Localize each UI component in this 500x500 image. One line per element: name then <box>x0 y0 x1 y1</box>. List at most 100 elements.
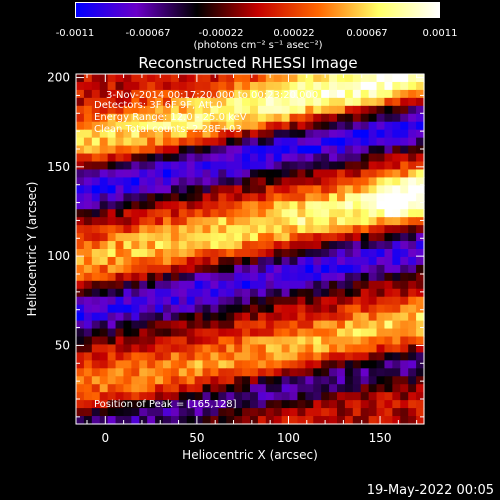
heatmap-cell <box>107 201 117 210</box>
heatmap-cell <box>281 153 291 163</box>
heatmap-cell <box>218 137 227 147</box>
heatmap-cell <box>329 89 338 99</box>
heatmap-cell <box>416 392 425 401</box>
heatmap-cell <box>131 249 140 258</box>
heatmap-cell <box>123 328 132 338</box>
heatmap-cell <box>250 121 259 131</box>
heatmap-cell <box>297 209 306 218</box>
heatmap-cell <box>163 129 172 139</box>
heatmap-cell <box>83 400 93 409</box>
heatmap-cell <box>352 408 362 417</box>
heatmap-cell <box>76 74 85 83</box>
heatmap-cell <box>376 89 386 99</box>
heatmap-cell <box>257 97 267 107</box>
heatmap-cell <box>344 368 354 377</box>
heatmap-cell <box>123 280 132 290</box>
heatmap-cell <box>99 177 109 186</box>
heatmap-cell <box>360 296 370 306</box>
heatmap-cell <box>107 416 117 425</box>
heatmap-cell <box>139 145 148 155</box>
x-tick-label: 0 <box>101 431 109 445</box>
heatmap-cell <box>163 328 172 338</box>
heatmap-cell <box>368 193 378 202</box>
heatmap-cell <box>368 74 378 83</box>
heatmap-cell <box>170 416 180 425</box>
heatmap-cell <box>226 368 235 377</box>
heatmap-cell <box>408 169 417 178</box>
heatmap-cell <box>352 264 362 274</box>
heatmap-cell <box>344 416 354 425</box>
heatmap-cell <box>115 249 125 258</box>
heatmap-cell <box>163 288 172 298</box>
heatmap-cell <box>392 233 401 242</box>
heatmap-cell <box>352 392 362 401</box>
heatmap-cell <box>257 177 267 186</box>
heatmap-cell <box>242 256 251 266</box>
heatmap-cell <box>107 121 117 131</box>
heatmap-cell <box>289 272 299 282</box>
heatmap-cell <box>115 129 125 139</box>
heatmap-cell <box>416 217 425 226</box>
heatmap-cell <box>352 416 362 425</box>
heatmap-cell <box>368 177 378 186</box>
heatmap-cell <box>123 169 132 178</box>
heatmap-cell <box>194 89 204 99</box>
heatmap-cell <box>226 264 235 274</box>
heatmap-cell <box>139 74 148 83</box>
heatmap-cell <box>99 74 109 83</box>
heatmap-cell <box>139 161 148 171</box>
heatmap-cell <box>384 81 393 91</box>
heatmap-cell <box>321 137 330 147</box>
heatmap-cell <box>250 360 259 369</box>
heatmap-cell <box>202 360 212 369</box>
y-tick-label: 50 <box>55 338 70 352</box>
heatmap-cell <box>329 217 338 226</box>
heatmap-cell <box>163 74 172 83</box>
heatmap-cell <box>91 296 101 306</box>
heatmap-cell <box>273 256 283 266</box>
heatmap-cell <box>289 296 299 306</box>
heatmap-cell <box>194 161 204 171</box>
heatmap-cell <box>281 408 291 417</box>
heatmap-cell <box>155 193 164 202</box>
heatmap-cell <box>352 185 362 194</box>
heatmap-cell <box>131 312 140 322</box>
heatmap-cell <box>91 368 101 377</box>
heatmap-cell <box>242 137 251 147</box>
heatmap-cell <box>376 344 386 353</box>
heatmap-cell <box>131 328 140 338</box>
heatmap-cell <box>147 296 156 306</box>
heatmap-cell <box>186 296 196 306</box>
heatmap-cell <box>408 129 417 139</box>
heatmap-cell <box>163 416 172 425</box>
heatmap-cell <box>76 113 85 123</box>
heatmap-cell <box>242 209 251 218</box>
heatmap-cell <box>155 89 164 99</box>
heatmap-cell <box>91 312 101 322</box>
heatmap-cell <box>83 336 93 346</box>
heatmap-cell <box>329 392 338 401</box>
heatmap-cell <box>273 392 283 401</box>
heatmap-cell <box>384 113 393 123</box>
heatmap-cell <box>352 177 362 186</box>
heatmap-cell <box>178 161 188 171</box>
heatmap-cell <box>202 249 212 258</box>
heatmap-cell <box>115 233 125 242</box>
heatmap-cell <box>210 233 219 242</box>
heatmap-cell <box>250 241 259 250</box>
heatmap-cell <box>186 384 196 393</box>
heatmap-cell <box>273 217 283 226</box>
heatmap-cell <box>313 225 322 234</box>
heatmap-cell <box>368 328 378 338</box>
heatmap-cell <box>170 312 180 322</box>
heatmap-cell <box>83 161 93 171</box>
heatmap-cell <box>83 81 93 91</box>
heatmap-cell <box>107 145 117 155</box>
heatmap-cell <box>376 169 386 178</box>
heatmap-cell <box>163 272 172 282</box>
heatmap-cell <box>250 376 259 385</box>
heatmap-cell <box>76 161 85 171</box>
heatmap-cell <box>115 320 125 330</box>
heatmap-cell <box>131 392 140 401</box>
heatmap-cell <box>321 360 330 369</box>
